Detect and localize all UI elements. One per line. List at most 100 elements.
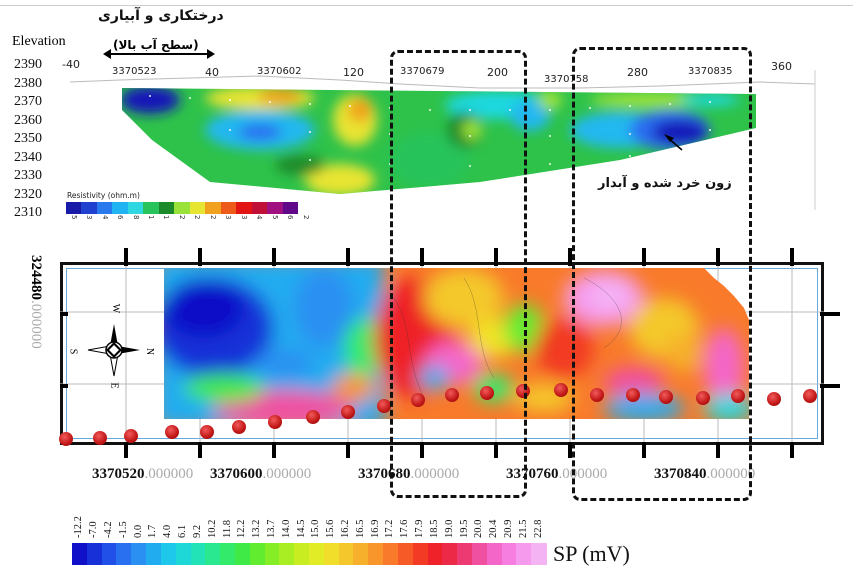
sp-map-xlabel: 3370680.000000 [358,466,459,483]
sp-legend-value: -1.5 [117,521,129,538]
sp-legend-swatch [264,543,280,565]
sp-legend-value: -4.2 [103,521,115,538]
sp-legend-value: 19.0 [443,519,455,538]
sp-legend-value: 22.8 [532,519,544,538]
sp-legend-swatch [397,543,414,565]
station-dot [659,390,673,404]
sp-legend-value: 17.2 [384,519,396,538]
resistivity-legend-swatch [143,202,160,214]
station-dot [93,431,107,445]
northing-label: 3370835 [688,66,733,77]
distance-tick: 40 [205,66,219,79]
sp-map-xlabel-main: 3370760 [506,466,559,482]
station-dot [803,389,817,403]
resistivity-legend [66,202,299,214]
sp-legend-swatch [234,543,251,565]
sp-legend-value: 12.2 [236,519,248,538]
sp-legend-values: -12.2 -7.0 -4.2 -1.5 0.0 1.7 4.0 6.1 9.2 10.2 11.8… [72,498,546,538]
sp-map-xlabel-main: 3370600 [210,466,263,482]
resistivity-legend-swatch [282,202,299,214]
station-dot [306,410,320,424]
resistivity-section [60,70,820,210]
station-dot [341,405,355,419]
sp-legend-swatch [309,543,325,565]
elevation-tick: 2330 [14,168,42,183]
sp-legend-swatch [368,543,384,565]
station-dot [232,420,246,434]
distance-axis: -40 40 120 200 280 360 3370523 3370602 3370679 33… [0,58,853,88]
station-dot [377,399,391,413]
sp-legend-value: 20.0 [473,519,485,538]
sp-legend-swatch [471,543,488,565]
resistivity-legend-swatch [174,202,191,214]
sp-map-xlabel: 3370600.000000 [210,466,311,483]
compass-e: E [108,382,120,389]
elevation-tick: 2380 [14,75,42,91]
sp-legend-swatch [486,543,503,565]
compass-s: S [67,348,79,355]
sp-map-xlabel-frac: .000000 [410,466,460,482]
sp-legend-value: 9.2 [191,524,203,538]
sp-legend-swatch [442,543,458,565]
sp-legend-swatch [294,543,310,565]
sp-legend-swatch [146,543,162,565]
station-dot [626,388,640,402]
sp-map-xlabel: 3370760.000000 [506,466,607,483]
northing-label: 3370679 [400,66,445,77]
sp-legend-value: 21.5 [517,519,529,538]
sp-map-ylabel-main: 324480 [28,255,44,300]
sp-legend-value: 17.6 [399,519,411,538]
sp-map-xlabel: 3370840.000000 [654,466,755,483]
sp-legend-swatch [175,543,191,565]
sp-legend-value: 20.4 [488,519,500,538]
sp-legend-swatch [457,543,473,565]
elevation-tick: 2310 [14,205,42,220]
sp-legend-swatch [101,543,117,565]
sp-legend-value: 19.5 [458,519,470,538]
resistivity-legend-swatch [205,202,222,214]
sp-map-tick-marks [50,248,850,458]
sp-map-frame [60,262,824,445]
sp-legend-value: 13.2 [251,519,263,538]
resistivity-legend-swatch [267,202,284,214]
distance-tick: -40 [62,58,80,71]
sp-legend-swatch [190,543,206,565]
distance-tick: 280 [627,66,648,79]
sp-legend-value: 6.1 [177,524,189,538]
resistivity-legend-swatch [66,202,82,214]
sp-legend-value: 0.0 [132,524,144,538]
distance-tick: 120 [343,66,364,79]
station-dot [165,425,179,439]
sp-legend-swatch [279,543,295,565]
elevation-axis: 2390 2380 2370 2360 2350 2340 2330 2320 2310 [14,57,59,220]
station-dot [124,429,138,443]
resistivity-legend-swatch [158,202,175,214]
sp-legend-swatch [323,543,340,565]
sp-legend-value: 14.0 [280,519,292,538]
station-dot [731,389,745,403]
sp-legend-value: 1.7 [147,524,159,538]
sp-legend-swatch [427,543,443,565]
station-dot [200,425,214,439]
elevation-tick: 2340 [14,149,42,165]
sp-legend-value: 15.0 [310,519,322,538]
sp-legend-swatch [516,543,532,565]
sp-legend-value: -12.2 [73,516,85,538]
sp-map-ylabel-frac: .000000 [28,300,44,349]
sp-legend-swatch [531,543,547,565]
sp-legend-value: 13.7 [265,519,277,538]
sp-legend-swatch [383,543,399,565]
compass-n: N [144,347,156,356]
sp-map-xlabel-main: 3370840 [654,466,707,482]
highlight-box-1 [390,50,527,498]
sp-legend-value: 11.8 [221,520,233,538]
station-dot [268,415,282,429]
northing-label: 3370758 [544,74,589,85]
elevation-tick: 2390 [14,57,42,72]
resistivity-legend-swatch [81,202,98,214]
distance-tick: 200 [487,66,508,79]
sp-legend-value: -7.0 [88,521,100,538]
sp-map-xlabel-frac: .000000 [558,466,608,482]
sp-legend-swatch [501,543,517,565]
resistivity-legend-swatch [251,202,268,214]
